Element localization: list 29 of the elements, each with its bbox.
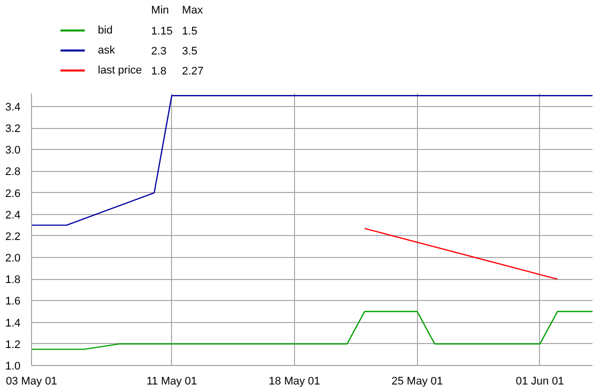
text: 1.15	[151, 26, 173, 38]
y-tick-label: 2.8	[5, 166, 21, 178]
y-tick-label: 1.0	[5, 360, 21, 372]
x-tick-label: 01 Jun 01	[516, 376, 564, 388]
y-tick-label: 3.4	[5, 101, 21, 114]
y-tick-label: 2.2	[5, 230, 21, 243]
y-tick-label: 3.2	[5, 123, 21, 136]
x-tick-label: 03 May 01	[6, 376, 58, 388]
legend-label: ask	[98, 44, 116, 56]
y-tick-label: 2.6	[5, 188, 21, 200]
text: 2.27	[182, 66, 204, 78]
text: Max	[182, 4, 204, 16]
y-tick-label: 1.6	[5, 296, 21, 308]
text: 3.5	[182, 46, 198, 58]
x-tick-label: 18 May 01	[268, 376, 320, 388]
legend-label: bid	[98, 24, 113, 36]
y-tick-label: 1.8	[5, 274, 21, 286]
text: 1.8	[151, 66, 166, 78]
y-tick-label: 3.0	[5, 144, 21, 157]
text: 1.5	[182, 26, 198, 38]
y-tick-label: 1.2	[5, 338, 21, 351]
legend-label: last price	[98, 64, 142, 76]
y-tick-label: 1.4	[5, 317, 21, 330]
text: 2.3	[151, 46, 166, 58]
x-tick-label: 25 May 01	[392, 376, 443, 388]
y-tick-label: 2.4	[5, 209, 21, 222]
text: Min	[151, 4, 169, 16]
x-tick-label: 11 May 01	[146, 376, 198, 388]
y-tick-label: 2.0	[5, 252, 21, 265]
